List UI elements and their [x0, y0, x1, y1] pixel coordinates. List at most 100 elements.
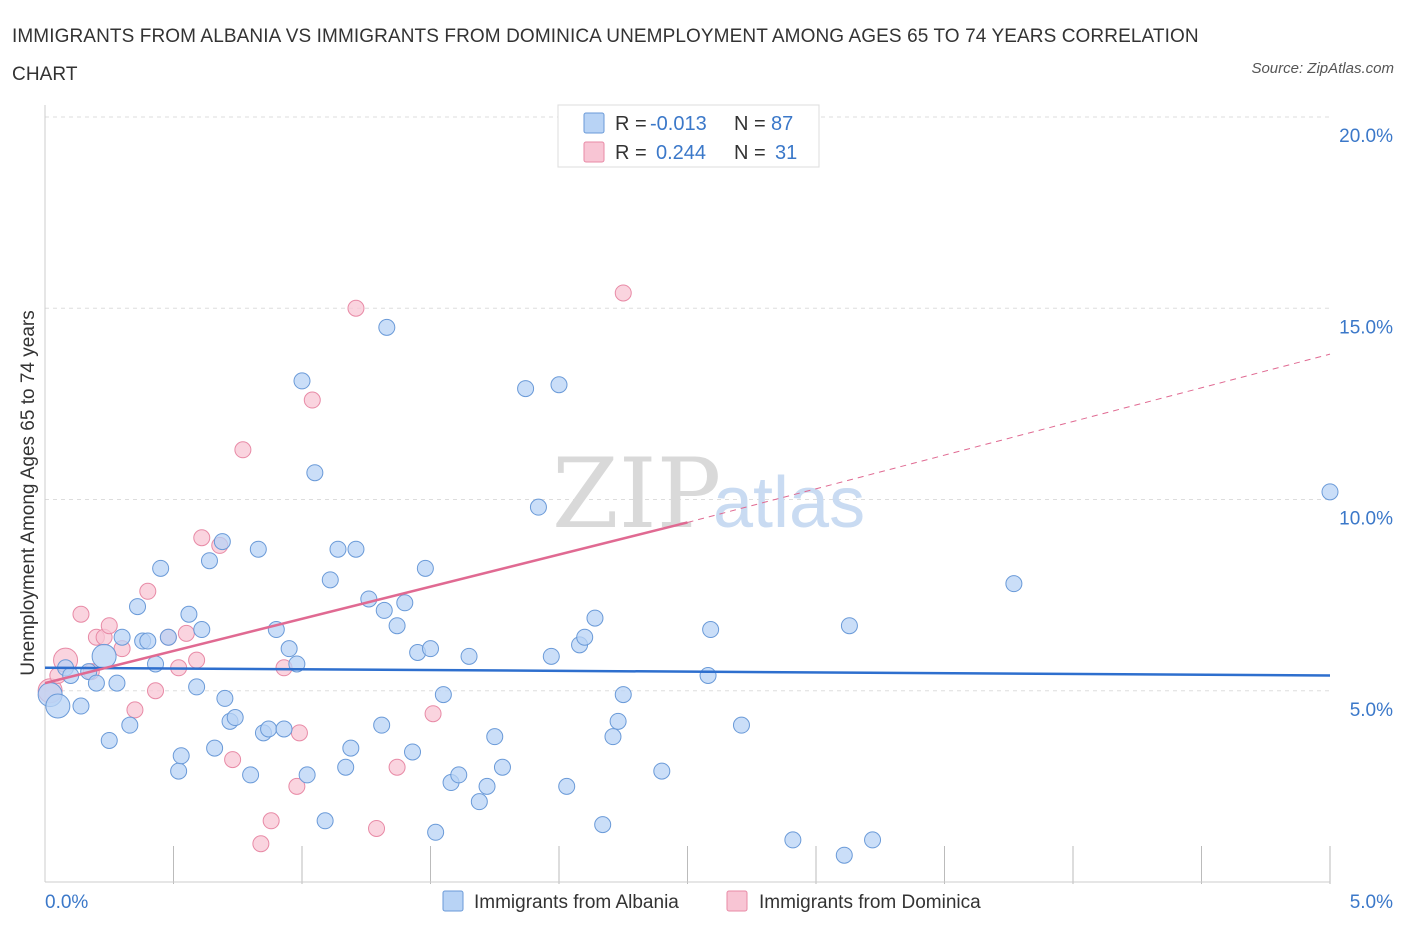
legend-r-label-dominica: R =: [615, 142, 647, 164]
legend-n-value-dominica: 31: [775, 142, 797, 164]
albania-point: [121, 716, 139, 734]
albania-point: [840, 617, 858, 635]
legend-n-label-albania: N =: [734, 113, 766, 135]
albania-point: [260, 720, 278, 738]
series-legend: Immigrants from Albania Immigrants from …: [442, 890, 981, 913]
albania-point: [129, 598, 147, 616]
albania-point: [388, 617, 406, 635]
dominica-point: [368, 819, 386, 837]
watermark-atlas: atlas: [713, 463, 865, 543]
dominica-point: [177, 624, 195, 642]
albania-point: [1321, 483, 1339, 501]
dominica-point: [303, 391, 321, 409]
bottom-legend-swatch-dominica: [726, 890, 748, 912]
albania-point: [396, 594, 414, 612]
dominica-point: [388, 758, 406, 776]
trend-lines: [44, 353, 1331, 685]
legend-n-label-dominica: N =: [734, 142, 766, 164]
albania-point: [172, 747, 190, 765]
chart-title: IMMIGRANTS FROM ALBANIA VS IMMIGRANTS FR…: [12, 26, 1199, 85]
albania-point: [180, 605, 198, 623]
y-tick-label: 5.0%: [1350, 700, 1393, 721]
albania-point: [586, 609, 604, 627]
albania-point: [576, 628, 594, 646]
albania-point: [375, 601, 393, 619]
albania-point: [342, 739, 360, 757]
albania-point: [45, 693, 71, 719]
dominica-point: [139, 582, 157, 600]
albania-point: [702, 621, 720, 639]
albania-point: [91, 643, 117, 669]
albania-point: [542, 647, 560, 665]
dominica-point: [262, 812, 280, 830]
bottom-legend-label-dominica: Immigrants from Dominica: [759, 892, 981, 913]
albania-point: [72, 697, 90, 715]
albania-point: [1005, 575, 1023, 593]
dominica-point: [188, 651, 206, 669]
chart-source: Source: ZipAtlas.com: [1251, 60, 1394, 77]
albania-point: [478, 777, 496, 795]
legend-swatch-albania: [583, 112, 605, 134]
dominica-point: [424, 705, 442, 723]
albania-point: [293, 372, 311, 390]
albania-point: [450, 766, 468, 784]
albania-point: [216, 689, 234, 707]
dominica-point: [252, 835, 270, 853]
albania-point: [298, 766, 316, 784]
albania-point: [170, 762, 188, 780]
albania-point: [200, 552, 218, 570]
albania-point: [373, 716, 391, 734]
albania-point: [864, 831, 882, 849]
albania-point: [113, 628, 131, 646]
axes: [44, 105, 1330, 883]
albania-point: [404, 743, 422, 761]
albania-point: [100, 731, 118, 749]
albania-trend-line: [44, 666, 1331, 677]
y-tick-label: 15.0%: [1339, 317, 1393, 338]
dominica-trend-line: [44, 521, 688, 685]
albania-point: [614, 686, 632, 704]
bottom-legend-label-albania: Immigrants from Albania: [474, 892, 679, 913]
bottom-legend-swatch-albania: [442, 890, 464, 912]
albania-point: [329, 540, 347, 558]
albania-point: [108, 674, 126, 692]
legend-r-value-albania: -0.013: [650, 113, 707, 135]
albania-point: [416, 559, 434, 577]
y-tick-label: 10.0%: [1339, 509, 1393, 530]
albania-point: [732, 716, 750, 734]
albania-point: [188, 678, 206, 696]
albania-point: [470, 793, 488, 811]
legend-n-value-albania: 87: [771, 113, 793, 135]
dominica-point: [193, 529, 211, 547]
y-tick-label: 20.0%: [1339, 126, 1393, 147]
albania-point: [306, 464, 324, 482]
albania-point: [288, 655, 306, 673]
legend-r-value-dominica: 0.244: [656, 142, 706, 164]
albania-point: [604, 728, 622, 746]
dominica-point: [72, 605, 90, 623]
dominica-point: [147, 682, 165, 700]
albania-point: [460, 647, 478, 665]
x-tick-labels: 0.0% 5.0%: [45, 892, 1393, 913]
dominica-point: [100, 617, 118, 635]
albania-point: [226, 709, 244, 727]
albania-point: [784, 831, 802, 849]
albania-point: [529, 498, 547, 516]
x-tick-label-min: 0.0%: [45, 892, 88, 913]
albania-point: [434, 686, 452, 704]
albania-point: [159, 628, 177, 646]
dominica-trend-extension: [687, 353, 1331, 523]
dominica-point: [614, 284, 632, 302]
scatter-points: [37, 284, 1339, 864]
albania-point: [275, 720, 293, 738]
albania-point: [422, 640, 439, 658]
albania-point: [486, 728, 504, 746]
albania-point: [249, 540, 267, 558]
dominica-point: [347, 299, 365, 317]
albania-point: [517, 380, 535, 398]
albania-point: [316, 812, 334, 830]
watermark: ZIP atlas: [552, 438, 865, 550]
watermark-zip: ZIP: [552, 438, 721, 550]
legend-r-label-albania: R =: [615, 113, 647, 135]
